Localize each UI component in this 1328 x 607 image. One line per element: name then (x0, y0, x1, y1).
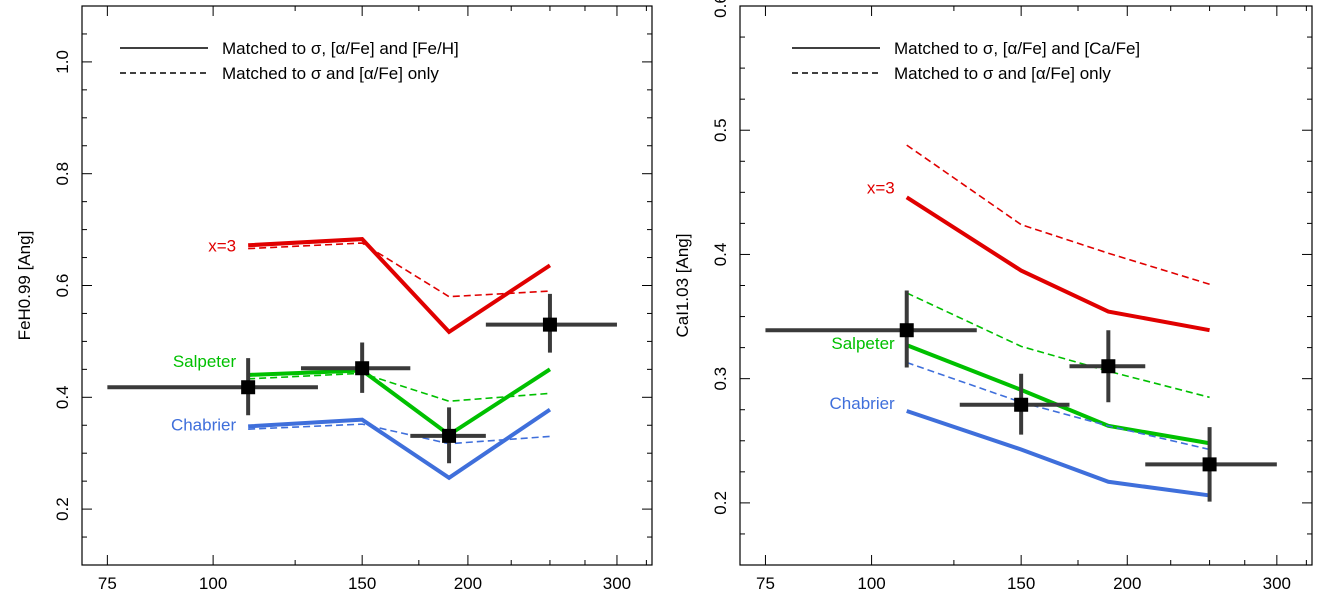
feh-legend-label-dashed: Matched to σ and [α/Fe] only (222, 64, 439, 83)
cai-y-axis-label: CaI1.03 [Ang] (673, 234, 692, 338)
cai-y-tick-label: 0.5 (711, 118, 730, 142)
feh-y-axis-label: FeH0.99 [Ang] (15, 231, 34, 341)
feh-y-tick-label: 0.8 (53, 162, 72, 186)
feh-series-chabrier-dashed (248, 423, 550, 445)
feh-series-label-x3: x=3 (208, 236, 236, 255)
cai-y-tick-label: 0.3 (711, 367, 730, 391)
cai-series-chabrier-dashed (906, 361, 1210, 451)
feh-x-tick-label: 300 (603, 574, 631, 593)
cai-x-tick-label: 100 (857, 574, 885, 593)
cai-obs-point (899, 323, 914, 338)
feh-series-x3-dashed (248, 242, 550, 298)
cai-legend-label-dashed: Matched to σ and [α/Fe] only (894, 64, 1111, 83)
cai-legend-label-solid: Matched to σ, [α/Fe] and [Ca/Fe] (894, 39, 1140, 58)
feh-plot-frame (81, 5, 653, 566)
cai-series-salpeter-solid (906, 343, 1210, 446)
feh-x-tick-label: 75 (98, 574, 117, 593)
feh-series-salpeter-dashed (248, 372, 551, 403)
cai-series-label-salpeter: Salpeter (831, 334, 895, 353)
cai-x-tick-label: 200 (1113, 574, 1141, 593)
cai-obs-point (1202, 457, 1217, 472)
cai-series-label-chabrier: Chabrier (830, 394, 896, 413)
feh-y-tick-label: 0.4 (53, 385, 72, 409)
feh-series-label-salpeter: Salpeter (173, 352, 237, 371)
feh-x-tick-label: 100 (199, 574, 227, 593)
feh-obs-point (542, 317, 557, 332)
feh-obs-point (442, 428, 457, 443)
cai-x-tick-label: 150 (1007, 574, 1035, 593)
cai-x-tick-label: 75 (756, 574, 775, 593)
feh-series-x3-solid (248, 237, 552, 335)
feh-obs-point (241, 380, 256, 395)
feh-y-tick-label: 1.0 (53, 50, 72, 74)
feh-series-chabrier-solid (248, 407, 552, 481)
cai-series-chabrier-solid (906, 409, 1210, 498)
cai-plot-frame (739, 5, 1313, 566)
cai-y-tick-label: 0.2 (711, 491, 730, 515)
feh-legend-label-solid: Matched to σ, [α/Fe] and [Fe/H] (222, 39, 459, 58)
cai-series-x3-solid (905, 195, 1210, 333)
cai-x-tick-label: 300 (1263, 574, 1291, 593)
cai-obs-point (1101, 359, 1116, 374)
cai-y-tick-label: 0.6 (711, 0, 730, 18)
feh-x-tick-label: 150 (348, 574, 376, 593)
cai-series-label-x3: x=3 (867, 178, 895, 197)
feh-series-salpeter-solid (248, 367, 552, 438)
feh-y-tick-label: 0.6 (53, 274, 72, 298)
feh-obs-point (355, 361, 370, 376)
feh-y-tick-label: 0.2 (53, 497, 72, 521)
cai-obs-point (1014, 397, 1029, 412)
cai-series-salpeter-dashed (906, 292, 1210, 399)
feh-series-label-chabrier: Chabrier (171, 415, 237, 434)
cai-y-tick-label: 0.4 (711, 243, 730, 267)
feh-x-tick-label: 200 (454, 574, 482, 593)
cai-series-x3-dashed (906, 144, 1210, 286)
